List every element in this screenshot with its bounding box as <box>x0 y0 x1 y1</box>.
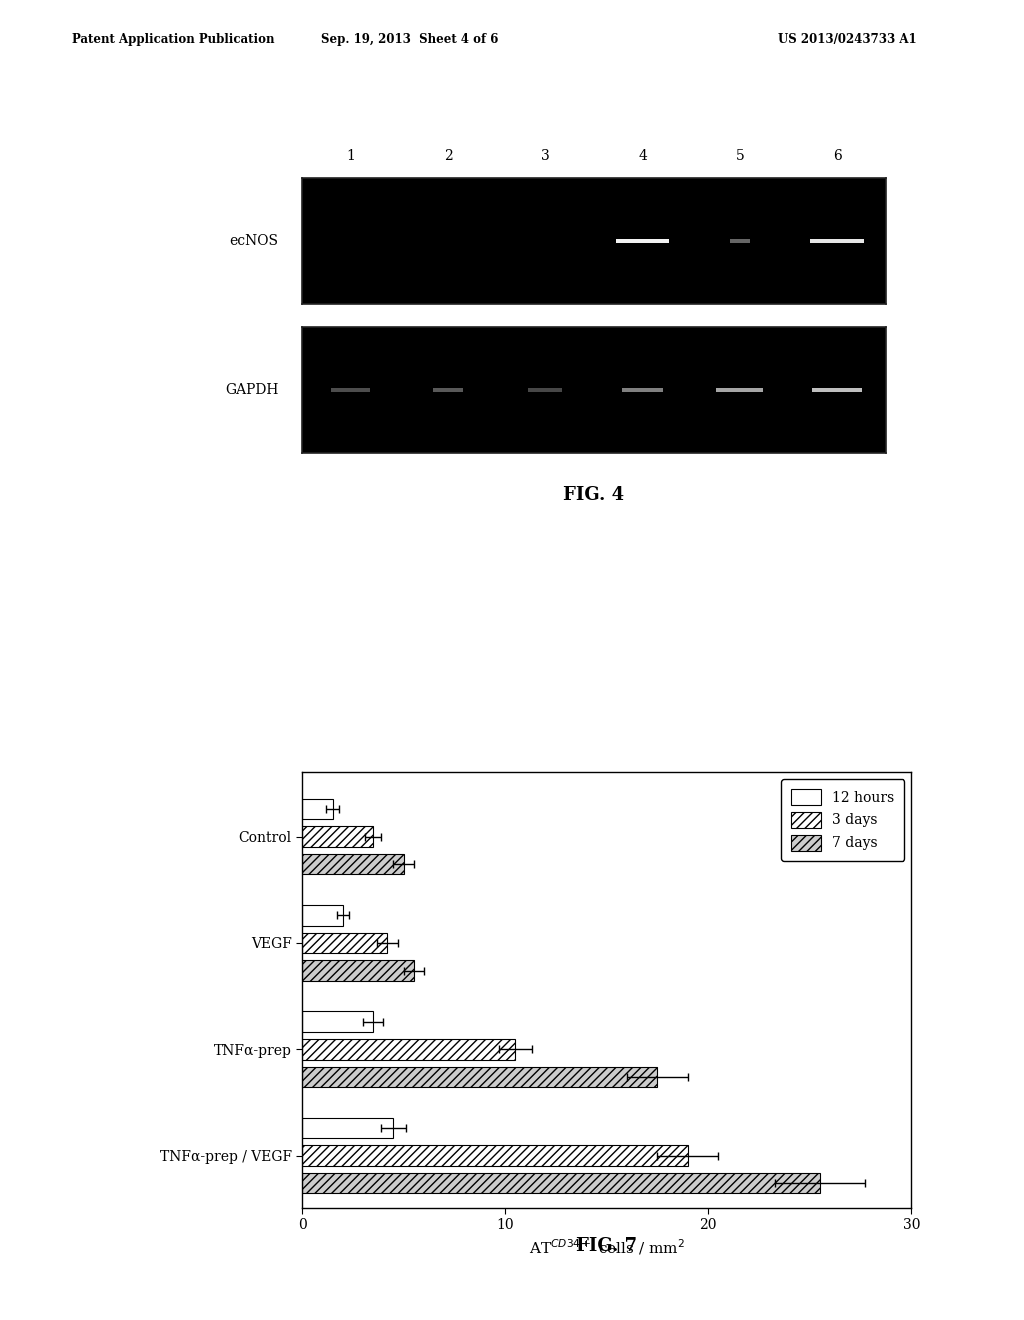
Text: 5: 5 <box>735 149 744 164</box>
Bar <box>302 826 373 847</box>
Bar <box>302 961 414 981</box>
Bar <box>302 1039 515 1060</box>
Text: 1: 1 <box>346 149 355 164</box>
Bar <box>717 388 763 392</box>
Bar <box>433 388 463 392</box>
Bar <box>302 1146 688 1166</box>
Bar <box>302 1067 657 1088</box>
Bar <box>812 388 862 392</box>
Legend: 12 hours, 3 days, 7 days: 12 hours, 3 days, 7 days <box>781 779 904 861</box>
Bar <box>302 799 333 820</box>
Bar <box>623 388 663 392</box>
Text: 3: 3 <box>541 149 550 164</box>
Text: FIG. 4: FIG. 4 <box>563 486 625 504</box>
Bar <box>302 1118 393 1138</box>
Bar <box>302 933 387 953</box>
Bar <box>810 239 864 243</box>
Text: US 2013/0243733 A1: US 2013/0243733 A1 <box>778 33 916 46</box>
Text: GAPDH: GAPDH <box>225 383 279 397</box>
Bar <box>302 906 343 925</box>
Text: 6: 6 <box>833 149 842 164</box>
Text: ecNOS: ecNOS <box>229 234 279 248</box>
Bar <box>302 1011 373 1032</box>
Text: Sep. 19, 2013  Sheet 4 of 6: Sep. 19, 2013 Sheet 4 of 6 <box>321 33 499 46</box>
Text: 2: 2 <box>443 149 453 164</box>
Text: 4: 4 <box>638 149 647 164</box>
Text: Patent Application Publication: Patent Application Publication <box>72 33 274 46</box>
Bar <box>730 239 750 243</box>
Bar <box>528 388 562 392</box>
X-axis label: AT$^{CD34+}$ cells / mm$^2$: AT$^{CD34+}$ cells / mm$^2$ <box>528 1238 685 1258</box>
Bar <box>332 388 371 392</box>
Bar <box>302 1173 820 1193</box>
Bar <box>302 854 403 874</box>
Bar <box>615 239 670 243</box>
Text: FIG. 7: FIG. 7 <box>577 1237 637 1255</box>
